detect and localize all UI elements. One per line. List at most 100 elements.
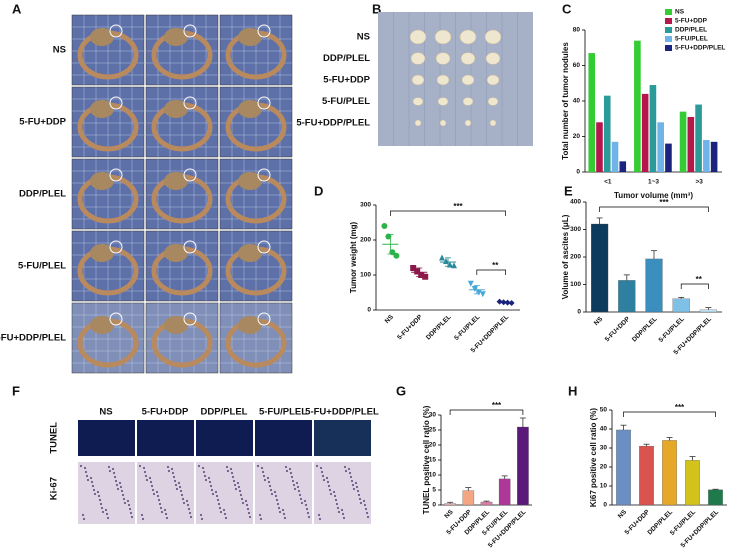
tumor — [434, 29, 452, 45]
panel-label: G — [396, 383, 406, 398]
cell — [365, 511, 369, 515]
cell — [357, 493, 361, 497]
cell — [207, 476, 211, 480]
cell — [232, 479, 236, 483]
marker — [109, 240, 123, 254]
row-label: 5-FU+DDP — [323, 75, 370, 86]
point — [467, 280, 474, 287]
organ — [238, 28, 262, 46]
cell — [349, 475, 353, 479]
significance-label: *** — [659, 198, 669, 207]
cell — [108, 469, 112, 473]
significance-label: *** — [492, 401, 502, 410]
bar — [619, 161, 627, 172]
tumor — [489, 119, 497, 127]
marker — [183, 24, 197, 38]
cell — [149, 480, 153, 484]
cell — [141, 517, 145, 521]
bar — [695, 104, 702, 172]
bar — [679, 111, 687, 172]
tumor — [484, 29, 502, 45]
legend-label: NS — [675, 9, 685, 16]
y-tick-label: 300 — [360, 202, 371, 209]
cell — [82, 517, 86, 521]
significance-label: ** — [696, 275, 703, 284]
cell — [100, 506, 104, 510]
cell — [238, 489, 242, 493]
cell — [200, 517, 204, 521]
cell — [138, 464, 142, 468]
tumor — [414, 119, 422, 127]
marker — [109, 96, 123, 110]
bar — [480, 501, 493, 506]
row-label: NS — [53, 45, 66, 56]
cell — [328, 488, 332, 492]
cell — [233, 483, 237, 487]
cell — [230, 471, 234, 475]
cell — [288, 467, 292, 471]
column-label: 5-FU+DDP/PLEL — [305, 407, 379, 418]
cell — [150, 484, 154, 488]
tumor — [409, 29, 427, 45]
bar — [596, 122, 603, 172]
cell — [266, 476, 270, 480]
cell — [203, 474, 207, 478]
cell — [129, 511, 133, 515]
cell — [274, 494, 278, 498]
cell — [189, 515, 193, 519]
cell — [120, 489, 124, 493]
x-tick-label: NS — [443, 508, 455, 520]
tumor — [459, 29, 477, 45]
cell — [112, 471, 116, 475]
cell — [351, 483, 355, 487]
cell — [244, 499, 248, 503]
cell — [366, 515, 370, 519]
cell — [173, 479, 177, 483]
x-tick-label: <1 — [604, 179, 612, 186]
organ — [238, 316, 262, 334]
cell — [211, 492, 215, 496]
marker — [183, 168, 197, 182]
x-axis-label: Tumor volume (mm³) — [614, 191, 693, 200]
cell — [155, 490, 159, 494]
organ — [90, 244, 114, 262]
cell — [240, 497, 244, 501]
cell — [152, 492, 156, 496]
cell — [187, 507, 191, 511]
bar — [498, 478, 511, 506]
cell — [93, 492, 97, 496]
cell — [92, 488, 96, 492]
cell — [164, 512, 168, 516]
cell — [333, 494, 337, 498]
cell — [358, 497, 362, 501]
organ — [164, 28, 188, 46]
cell — [182, 501, 186, 505]
tumor — [485, 52, 501, 65]
bar — [641, 93, 649, 172]
point — [471, 286, 478, 292]
y-axis-label: TUNEL positive cell ratio (%) — [422, 405, 431, 514]
cell — [223, 512, 227, 516]
tumor — [411, 74, 425, 86]
row-label: DDP/PLEL — [19, 189, 66, 200]
cell — [315, 464, 319, 468]
x-tick-label: 5-FU/PLEL — [658, 316, 686, 344]
y-tick-label: 0 — [576, 169, 580, 176]
cell — [130, 515, 134, 519]
organ — [90, 316, 114, 334]
cell — [219, 510, 223, 514]
point — [385, 233, 392, 240]
cell — [167, 469, 171, 473]
cell — [151, 488, 155, 492]
bar — [639, 445, 654, 506]
tunel-image — [196, 420, 253, 456]
bar — [662, 440, 677, 506]
cell — [282, 512, 286, 516]
cell — [258, 513, 262, 517]
cell — [98, 498, 102, 502]
cell — [186, 503, 190, 507]
y-tick-label: 20 — [573, 133, 581, 140]
cell — [273, 490, 277, 494]
cell — [104, 508, 108, 512]
